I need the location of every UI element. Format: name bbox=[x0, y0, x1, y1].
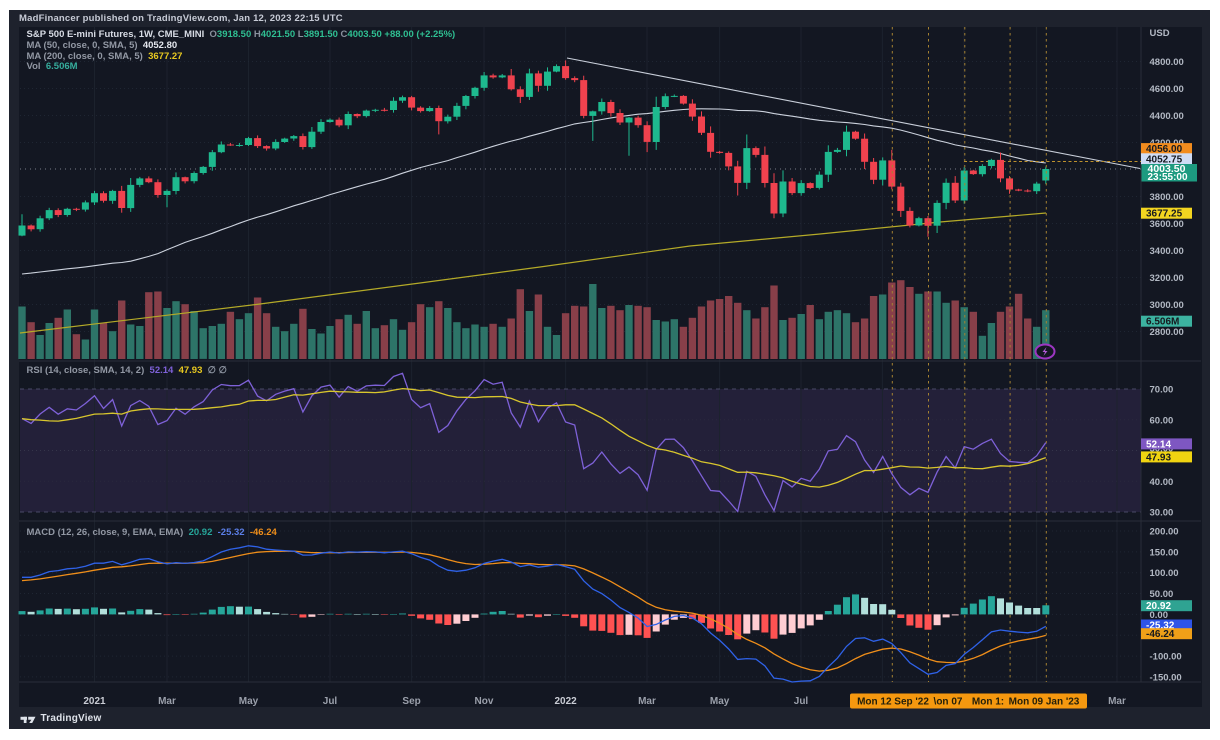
svg-text:4400.00: 4400.00 bbox=[1150, 111, 1184, 122]
svg-text:Mar: Mar bbox=[158, 696, 176, 707]
svg-text:3677.25: 3677.25 bbox=[1146, 209, 1183, 220]
svg-text:\on 07: \on 07 bbox=[934, 697, 963, 708]
svg-text:0.00: 0.00 bbox=[1150, 610, 1169, 621]
svg-text:3200.00: 3200.00 bbox=[1150, 273, 1184, 284]
svg-text:Jul: Jul bbox=[323, 696, 338, 707]
svg-text:4003.50: 4003.50 bbox=[1148, 163, 1186, 175]
svg-text:50.00: 50.00 bbox=[1150, 589, 1174, 600]
svg-text:-46.24: -46.24 bbox=[1146, 629, 1175, 640]
svg-text:Sep: Sep bbox=[402, 696, 420, 707]
svg-text:Jul: Jul bbox=[794, 696, 809, 707]
svg-text:200.00: 200.00 bbox=[1150, 527, 1179, 538]
svg-text:100.00: 100.00 bbox=[1150, 568, 1179, 579]
svg-text:Mon 12 Sep '22: Mon 12 Sep '22 bbox=[857, 697, 929, 708]
svg-text:USD: USD bbox=[1150, 28, 1170, 39]
svg-text:Mon 09 Jan '23: Mon 09 Jan '23 bbox=[1009, 697, 1080, 708]
svg-text:20.92: 20.92 bbox=[1146, 601, 1171, 612]
svg-text:150.00: 150.00 bbox=[1150, 547, 1179, 558]
svg-text:52.14: 52.14 bbox=[1146, 439, 1171, 450]
svg-text:3600.00: 3600.00 bbox=[1150, 219, 1184, 230]
svg-text:6.506M: 6.506M bbox=[1146, 317, 1179, 328]
svg-text:2021: 2021 bbox=[83, 696, 106, 707]
svg-text:Mon 1:: Mon 1: bbox=[972, 697, 1004, 708]
svg-text:-100.00: -100.00 bbox=[1150, 652, 1182, 663]
svg-text:4052.75: 4052.75 bbox=[1146, 154, 1183, 165]
svg-text:-25.32: -25.32 bbox=[1146, 620, 1175, 631]
svg-text:3400.00: 3400.00 bbox=[1150, 246, 1184, 257]
svg-text:May: May bbox=[710, 696, 730, 707]
svg-text:3800.00: 3800.00 bbox=[1150, 192, 1184, 203]
svg-text:May: May bbox=[239, 696, 259, 707]
svg-text:2800.00: 2800.00 bbox=[1150, 327, 1184, 338]
svg-text:4600.00: 4600.00 bbox=[1150, 84, 1184, 95]
svg-text:70.00: 70.00 bbox=[1150, 385, 1174, 396]
svg-text:Mar: Mar bbox=[1108, 696, 1126, 707]
svg-text:Nov: Nov bbox=[475, 696, 494, 707]
svg-text:60.00: 60.00 bbox=[1150, 415, 1174, 426]
svg-text:Mar: Mar bbox=[638, 696, 656, 707]
svg-text:2022: 2022 bbox=[554, 696, 577, 707]
svg-text:4800.00: 4800.00 bbox=[1150, 57, 1184, 68]
svg-text:47.93: 47.93 bbox=[1146, 452, 1171, 463]
svg-text:23:55:00: 23:55:00 bbox=[1148, 172, 1188, 183]
svg-text:40.00: 40.00 bbox=[1150, 477, 1174, 488]
svg-text:3000.00: 3000.00 bbox=[1150, 300, 1184, 311]
svg-text:30.00: 30.00 bbox=[1150, 508, 1174, 519]
svg-text:-150.00: -150.00 bbox=[1150, 672, 1182, 683]
svg-text:4056.00: 4056.00 bbox=[1146, 144, 1183, 155]
